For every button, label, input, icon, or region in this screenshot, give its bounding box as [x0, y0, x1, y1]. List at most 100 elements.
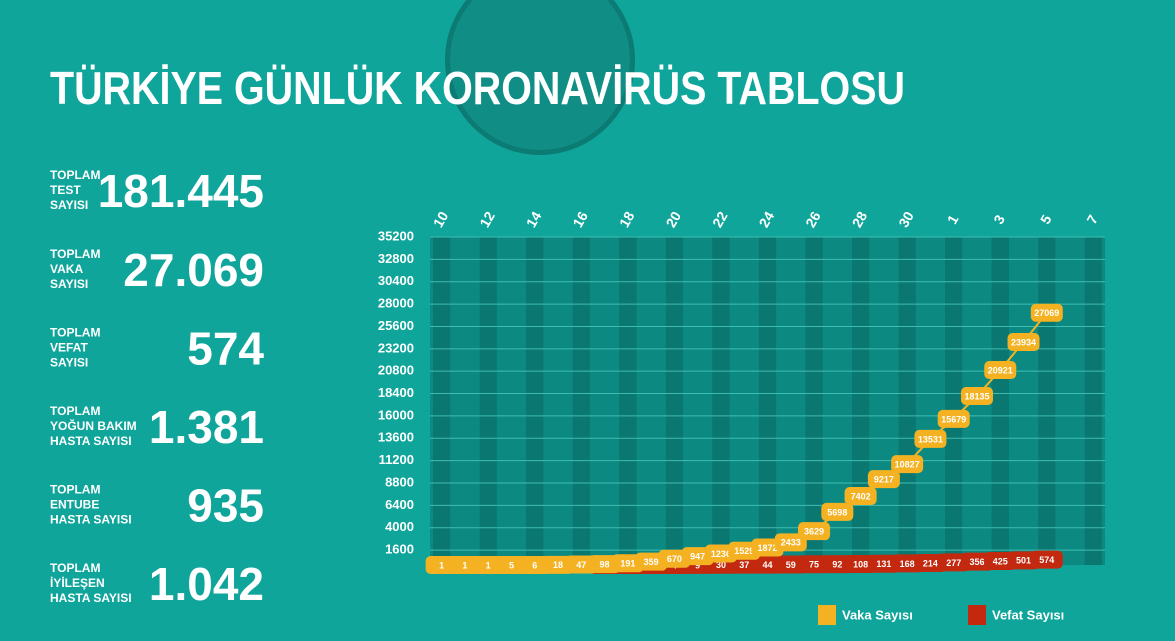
column-stripe [991, 237, 1009, 565]
data-label: 2433 [781, 538, 801, 548]
x-tick-label: 12 [476, 208, 498, 230]
stat-value: 574 [187, 322, 264, 374]
stat-label: TOPLAM [50, 404, 100, 418]
y-tick-label: 20800 [378, 363, 414, 378]
data-marker [821, 502, 854, 521]
stat-label: TOPLAM [50, 247, 100, 261]
stat-label: SAYISI [50, 277, 88, 291]
data-label: 574 [1039, 555, 1054, 565]
stat-label: ENTUBE [50, 498, 99, 512]
data-label: 277 [946, 558, 961, 568]
y-tick-label: 35200 [378, 228, 414, 243]
data-label: 6 [532, 560, 537, 570]
data-label: 168 [900, 559, 915, 569]
data-label: 947 [690, 552, 705, 562]
data-label: 108 [853, 559, 868, 569]
data-label: 9217 [874, 474, 894, 484]
data-marker [1007, 332, 1040, 351]
stat-label: YOĞUN BAKIM [50, 418, 137, 433]
data-marker [774, 533, 807, 552]
data-label: 18 [553, 560, 563, 570]
data-label: 1236 [711, 549, 731, 559]
data-label: 18135 [964, 391, 989, 401]
data-marker [1030, 303, 1063, 322]
data-label: 59 [786, 560, 796, 570]
stat-label: TOPLAM [50, 483, 100, 497]
column-stripe [479, 237, 497, 565]
data-label: 10827 [895, 459, 920, 469]
column-stripe [945, 237, 963, 565]
stat-label: SAYISI [50, 198, 88, 212]
data-label: 75 [809, 560, 819, 570]
stat-label: TOPLAM [50, 325, 100, 339]
column-stripe [898, 237, 916, 565]
stat-label: VAKA [50, 262, 83, 276]
data-label: 356 [969, 557, 984, 567]
data-label: 425 [993, 556, 1008, 566]
plot: 10 12 14 16 18 20 22 24 26 28 30 1 3 5 716004000640088… [378, 208, 1105, 574]
y-tick-label: 6400 [385, 497, 414, 512]
data-label: 1 [439, 560, 444, 570]
x-tick-label: 20 [662, 208, 684, 230]
y-tick-label: 8800 [385, 474, 414, 489]
legend-label: Vaka Sayısı [842, 607, 913, 622]
stat-value: 935 [187, 480, 264, 532]
data-label: 47 [576, 560, 586, 570]
y-tick-label: 18400 [378, 385, 414, 400]
stat-label: TOPLAM [50, 561, 100, 575]
column-stripe [1038, 237, 1056, 565]
column-stripe [572, 237, 590, 565]
column-stripe [805, 237, 823, 565]
y-tick-label: 23200 [378, 340, 414, 355]
x-tick-label: 16 [569, 208, 591, 230]
y-tick-label: 11200 [379, 452, 414, 467]
data-marker [867, 470, 900, 489]
data-label: 131 [876, 559, 891, 569]
data-label: 20921 [988, 365, 1013, 375]
y-tick-label: 28000 [378, 296, 414, 311]
data-label: 7402 [851, 491, 871, 501]
data-marker [891, 455, 924, 474]
data-label: 1 [462, 560, 467, 570]
column-stripe [619, 237, 637, 565]
data-marker [960, 387, 993, 406]
stat-label: TEST [50, 183, 81, 197]
data-label: 1529 [734, 546, 754, 556]
data-label: 37 [739, 560, 749, 570]
column-stripe [712, 237, 730, 565]
stat-value: 1.381 [149, 401, 264, 453]
legend-swatch [818, 605, 836, 625]
stat-value: 27.069 [123, 244, 264, 296]
x-tick-label: 26 [802, 208, 824, 230]
column-stripe [526, 237, 544, 565]
data-label: 670 [667, 554, 682, 564]
data-marker [914, 429, 947, 448]
stat-value: 181.445 [98, 165, 264, 217]
column-stripe [433, 237, 451, 565]
data-label: 501 [1016, 556, 1031, 566]
stat-label: HASTA SAYISI [50, 591, 132, 605]
data-label: 5698 [827, 507, 847, 517]
data-label: 9 [695, 560, 700, 570]
data-label: 13531 [918, 434, 943, 444]
stat-label: HASTA SAYISI [50, 434, 132, 448]
stat-value: 1.042 [149, 558, 264, 610]
data-label: 30 [716, 560, 726, 570]
data-label: 1 [486, 560, 491, 570]
data-label: 44 [762, 560, 772, 570]
x-tick-label: 18 [616, 208, 638, 230]
x-tick-label: 24 [756, 208, 778, 230]
y-tick-label: 4000 [385, 519, 414, 534]
data-label: 27069 [1034, 308, 1059, 318]
column-stripe [1084, 237, 1102, 565]
data-marker [798, 522, 831, 541]
data-marker [984, 361, 1017, 380]
column-stripe [665, 237, 684, 565]
data-label: 5 [509, 560, 514, 570]
data-label: 15679 [941, 414, 966, 424]
column-stripe [758, 237, 777, 565]
data-label: 3629 [804, 527, 824, 537]
